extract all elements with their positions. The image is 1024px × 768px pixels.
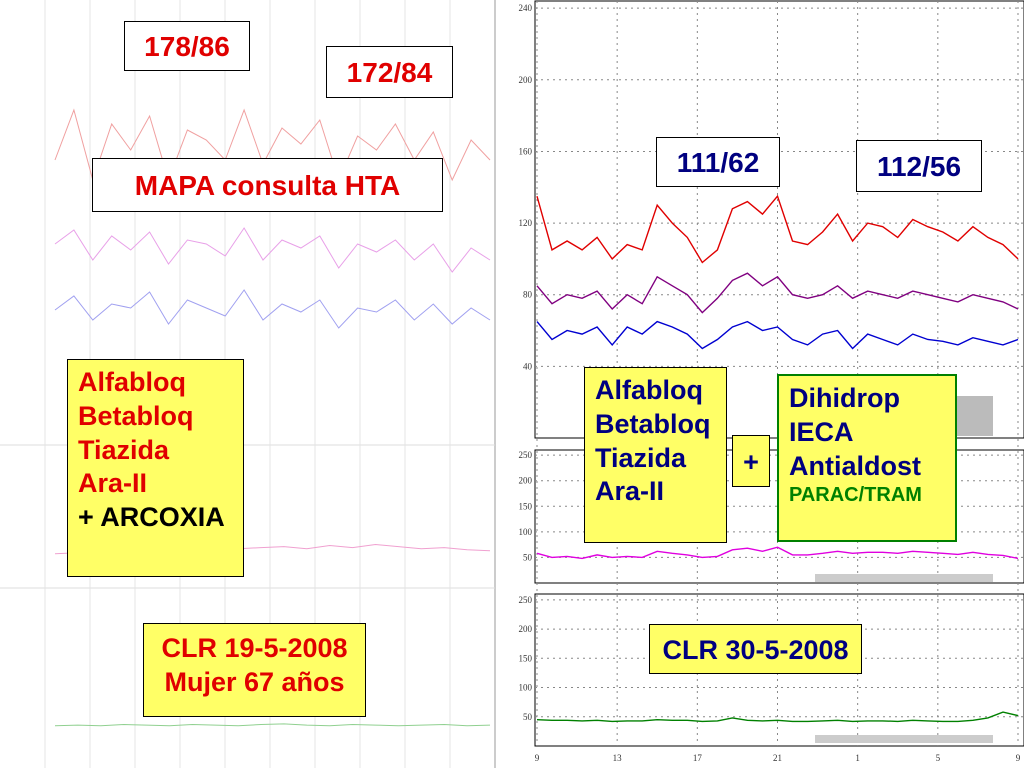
drug: Betabloq <box>595 408 711 439</box>
y-tick-label: 50 <box>523 552 533 562</box>
reading: 112/56 <box>856 140 982 192</box>
reading: 111/62 <box>656 137 780 187</box>
drug: + ARCOXIA <box>78 502 225 532</box>
y-tick-label: 200 <box>519 75 533 85</box>
y-tick-label: 250 <box>519 595 533 605</box>
y-tick-label: 50 <box>523 712 533 722</box>
caption-line: CLR 19-5-2008 <box>161 633 348 663</box>
x-tick-label: 1 <box>855 753 860 763</box>
y-tick-label: 200 <box>519 624 533 634</box>
y-tick-label: 80 <box>523 290 533 300</box>
caption: CLR 19-5-2008 Mujer 67 años <box>143 623 366 717</box>
drug-list: Alfabloq Betabloq Tiazida Ara-II + ARCOX… <box>67 359 244 577</box>
x-tick-label: 13 <box>613 753 623 763</box>
caption-line: Mujer 67 años <box>164 666 345 697</box>
drug-list: Dihidrop IECA Antialdost PARAC/TRAM <box>777 374 957 542</box>
y-tick-label: 100 <box>519 527 533 537</box>
y-tick-label: 240 <box>519 3 533 13</box>
reading: 178/86 <box>124 21 250 71</box>
drug: Dihidrop <box>789 383 900 413</box>
chart-title: MAPA consulta HTA <box>92 158 443 212</box>
drug: Antialdost <box>789 450 921 481</box>
plus: + <box>732 435 770 487</box>
trace <box>536 194 1019 264</box>
night-bar <box>815 574 993 582</box>
drug: Alfabloq <box>595 375 703 405</box>
drug-note: PARAC/TRAM <box>789 484 922 507</box>
drug: IECA <box>789 416 854 447</box>
drug: Alfabloq <box>78 367 186 397</box>
y-tick-label: 100 <box>519 683 533 693</box>
x-tick-label: 21 <box>773 753 782 763</box>
x-tick-label: 9 <box>1016 753 1021 763</box>
x-tick-label: 17 <box>693 753 703 763</box>
y-tick-label: 160 <box>519 146 533 156</box>
drug-list: Alfabloq Betabloq Tiazida Ara-II <box>584 367 727 543</box>
plot-frame <box>534 593 1024 747</box>
x-tick-label: 9 <box>535 753 540 763</box>
trace <box>536 320 1019 350</box>
y-tick-label: 250 <box>519 450 533 460</box>
night-bar <box>815 735 993 743</box>
drug: Ara-II <box>595 476 665 507</box>
y-tick-label: 200 <box>519 476 533 486</box>
drug: Betabloq <box>78 400 194 431</box>
y-tick-label: 40 <box>523 361 533 371</box>
drug: Tiazida <box>595 442 687 473</box>
trace <box>54 289 491 329</box>
drug: Ara-II <box>78 468 148 499</box>
trace <box>54 108 491 182</box>
reading: 172/84 <box>326 46 453 98</box>
night-bar <box>955 396 993 436</box>
x-tick-label: 5 <box>936 753 941 763</box>
trace <box>536 711 1019 723</box>
y-tick-label: 150 <box>519 501 533 511</box>
trace <box>536 546 1019 560</box>
drug: Tiazida <box>78 434 170 465</box>
y-tick-label: 150 <box>519 653 533 663</box>
y-tick-label: 120 <box>519 218 533 228</box>
trace <box>536 272 1019 314</box>
trace <box>54 227 491 273</box>
caption: CLR 30-5-2008 <box>649 624 862 674</box>
trace <box>54 723 491 727</box>
